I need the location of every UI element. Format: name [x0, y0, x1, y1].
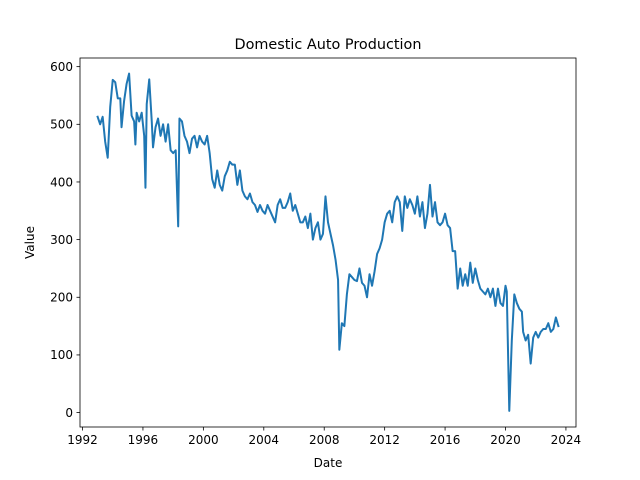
- x-tick-label: 1992: [67, 433, 98, 447]
- axes-frame: [79, 57, 577, 428]
- y-tick-label: 0: [65, 406, 73, 420]
- x-tick-label: 1996: [128, 433, 159, 447]
- y-tick-label: 400: [50, 175, 73, 189]
- chart-title: Domestic Auto Production: [235, 37, 422, 53]
- y-tick-label: 500: [50, 118, 73, 132]
- x-tick-label: 2012: [369, 433, 400, 447]
- x-tick-label: 2024: [551, 433, 582, 447]
- y-tick-label: 200: [50, 291, 73, 305]
- x-axis: 1992 1996 2000 2004 2008 2012 2016 2020 2024: [67, 427, 581, 447]
- x-tick-label: 2000: [188, 433, 219, 447]
- y-axis: 0 100 200 300 400 500 600: [50, 60, 80, 420]
- y-axis-label: Value: [23, 226, 37, 259]
- x-tick-label: 2016: [430, 433, 461, 447]
- x-tick-label: 2008: [309, 433, 340, 447]
- y-tick-label: 600: [50, 60, 73, 74]
- y-tick-label: 100: [50, 348, 73, 362]
- series-line-0: [96, 72, 560, 412]
- y-tick-label: 300: [50, 233, 73, 247]
- x-axis-label: Date: [314, 456, 343, 470]
- plot-area: [96, 72, 560, 412]
- x-tick-label: 2020: [490, 433, 521, 447]
- x-tick-label: 2004: [249, 433, 280, 447]
